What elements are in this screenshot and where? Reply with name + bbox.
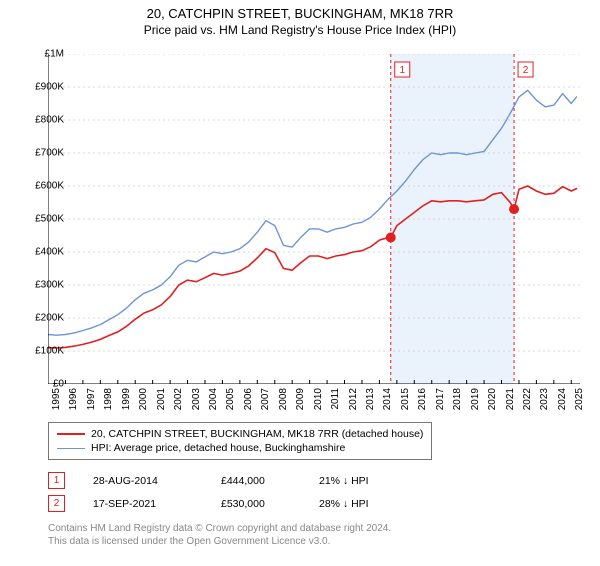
x-tick-label: 2018 (452, 388, 463, 410)
x-tick-label: 2007 (260, 388, 271, 410)
y-tick-label: £800K (35, 115, 64, 126)
y-tick-label: £1M (45, 49, 64, 60)
y-tick-label: £700K (35, 148, 64, 159)
x-tick-label: 2008 (278, 388, 289, 410)
x-tick-label: 2010 (313, 388, 324, 410)
x-tick-label: 1999 (121, 388, 132, 410)
transaction-marker: 2 (48, 495, 65, 512)
x-tick-label: 2021 (505, 388, 516, 410)
chart-area: 12 (48, 54, 580, 384)
y-tick-label: £900K (35, 82, 64, 93)
x-tick-label: 2011 (330, 388, 341, 410)
x-tick-label: 2023 (539, 388, 550, 410)
chart-subtitle: Price paid vs. HM Land Registry's House … (0, 23, 600, 37)
x-tick-label: 2002 (173, 388, 184, 410)
legend-label: 20, CATCHPIN STREET, BUCKINGHAM, MK18 7R… (91, 428, 423, 440)
transactions-table: 1 28-AUG-2014 £444,000 21% ↓ HPI 2 17-SEP-202… (48, 472, 369, 518)
x-tick-label: 1997 (86, 388, 97, 410)
x-tick-label: 2004 (208, 388, 219, 410)
y-tick-label: £200K (35, 313, 64, 324)
transaction-price: £444,000 (221, 475, 291, 487)
x-tick-label: 2016 (417, 388, 428, 410)
transaction-row: 1 28-AUG-2014 £444,000 21% ↓ HPI (48, 472, 369, 489)
x-tick-label: 2001 (156, 388, 167, 410)
line-chart-svg: 12 (48, 54, 580, 384)
x-tick-label: 1995 (51, 388, 62, 410)
x-tick-label: 2020 (487, 388, 498, 410)
legend-item: HPI: Average price, detached house, Buck… (57, 441, 423, 455)
x-tick-label: 2000 (138, 388, 149, 410)
x-tick-label: 2024 (557, 388, 568, 410)
footer-line-1: Contains HM Land Registry data © Crown c… (48, 522, 391, 535)
x-tick-label: 2022 (522, 388, 533, 410)
x-tick-label: 2013 (365, 388, 376, 410)
x-tick-label: 2005 (225, 388, 236, 410)
footer-attribution: Contains HM Land Registry data © Crown c… (48, 522, 391, 548)
y-tick-label: £500K (35, 214, 64, 225)
x-tick-label: 2014 (382, 388, 393, 410)
x-tick-label: 2009 (295, 388, 306, 410)
x-tick-label: 2025 (574, 388, 585, 410)
x-tick-label: 2017 (435, 388, 446, 410)
transaction-date: 28-AUG-2014 (93, 475, 193, 487)
svg-text:2: 2 (523, 65, 529, 76)
x-tick-label: 1996 (68, 388, 79, 410)
transaction-row: 2 17-SEP-2021 £530,000 28% ↓ HPI (48, 495, 369, 512)
x-tick-label: 2006 (243, 388, 254, 410)
legend-item: 20, CATCHPIN STREET, BUCKINGHAM, MK18 7R… (57, 427, 423, 441)
transaction-delta: 21% ↓ HPI (319, 475, 369, 487)
transaction-marker: 1 (48, 472, 65, 489)
footer-line-2: This data is licensed under the Open Gov… (48, 535, 391, 548)
y-tick-label: £300K (35, 280, 64, 291)
transaction-delta: 28% ↓ HPI (319, 498, 369, 510)
legend-swatch (57, 433, 85, 435)
legend: 20, CATCHPIN STREET, BUCKINGHAM, MK18 7R… (48, 422, 432, 460)
transaction-date: 17-SEP-2021 (93, 498, 193, 510)
transaction-price: £530,000 (221, 498, 291, 510)
x-tick-label: 2012 (348, 388, 359, 410)
x-tick-label: 2003 (191, 388, 202, 410)
y-tick-label: £100K (35, 346, 64, 357)
x-tick-label: 2019 (470, 388, 481, 410)
y-tick-label: £400K (35, 247, 64, 258)
y-tick-label: £600K (35, 181, 64, 192)
legend-swatch (57, 448, 85, 449)
x-tick-label: 2015 (400, 388, 411, 410)
chart-title: 20, CATCHPIN STREET, BUCKINGHAM, MK18 7R… (0, 6, 600, 21)
svg-text:1: 1 (399, 65, 405, 76)
x-tick-label: 1998 (103, 388, 114, 410)
legend-label: HPI: Average price, detached house, Buck… (91, 442, 345, 454)
